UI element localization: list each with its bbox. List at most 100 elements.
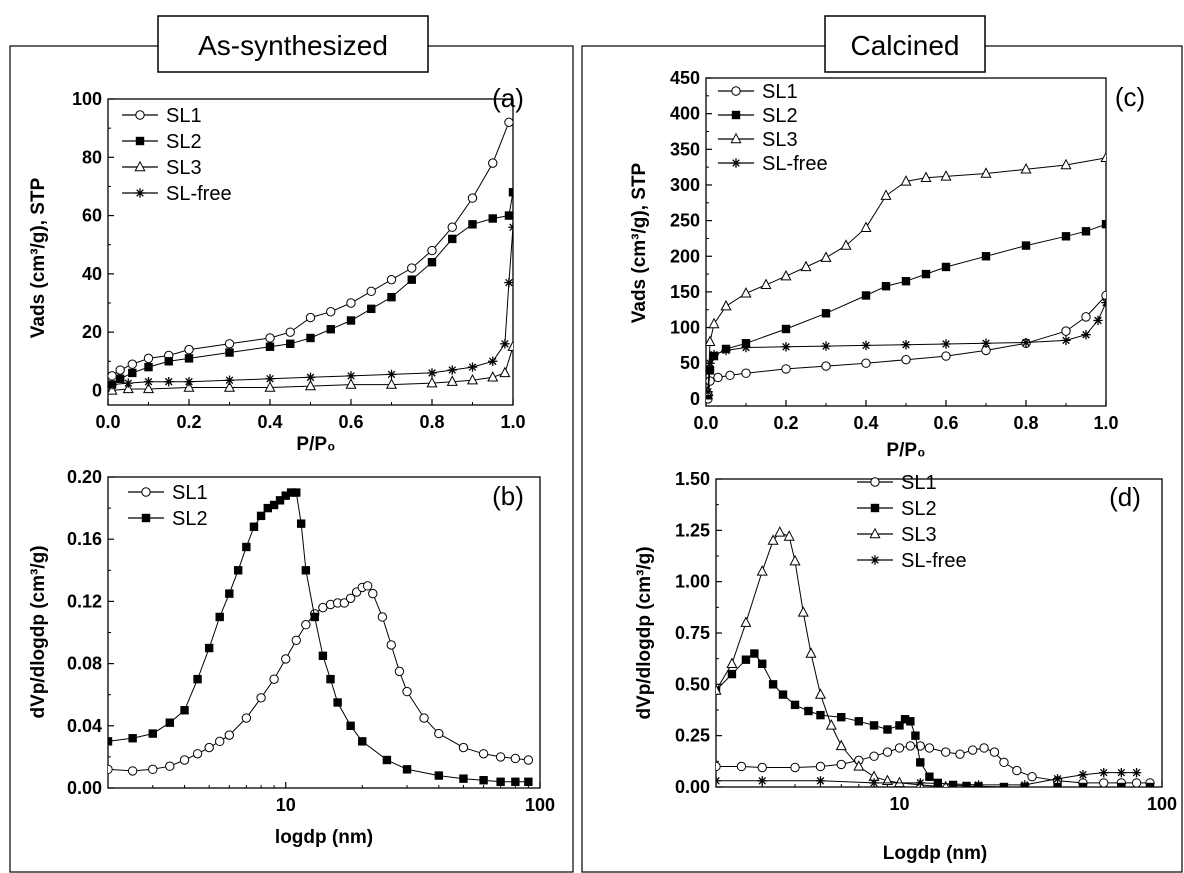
data-point bbox=[1027, 772, 1037, 782]
legend-marker bbox=[135, 110, 145, 120]
data-point bbox=[523, 755, 534, 765]
data-point bbox=[821, 309, 831, 318]
data-point bbox=[948, 780, 958, 787]
data-point bbox=[716, 761, 721, 772]
data-point bbox=[386, 369, 397, 380]
x-tick-label: 0.6 bbox=[338, 412, 363, 432]
data-point bbox=[869, 751, 879, 761]
y-tick-label: 450 bbox=[670, 68, 700, 88]
data-point bbox=[781, 364, 791, 374]
data-point bbox=[115, 374, 125, 383]
data-point bbox=[774, 526, 786, 537]
data-point bbox=[144, 362, 153, 372]
legend-item: SL-free bbox=[857, 550, 967, 572]
legend-item: SL3 bbox=[857, 524, 937, 546]
data-point bbox=[740, 616, 752, 627]
data-point bbox=[346, 371, 356, 381]
x-tick-label: 0.2 bbox=[176, 412, 201, 432]
data-point bbox=[933, 778, 943, 787]
data-point bbox=[894, 776, 905, 787]
data-point bbox=[836, 759, 846, 770]
y-tick-label: 0.08 bbox=[67, 654, 102, 674]
data-point bbox=[304, 379, 317, 391]
data-point bbox=[790, 700, 800, 710]
data-point bbox=[941, 351, 951, 361]
data-point bbox=[840, 239, 852, 250]
legend-item: SL3 bbox=[122, 157, 202, 179]
data-point bbox=[123, 378, 133, 388]
data-point bbox=[394, 666, 405, 677]
y-tick-label: 400 bbox=[670, 104, 700, 124]
data-point bbox=[488, 356, 498, 366]
data-point bbox=[264, 381, 276, 392]
chart-panel-d: 0.00 0.25 0.50 0.75 1.00 1.25 1.50 10 100 Logdp (… bbox=[634, 469, 1177, 864]
series-SL1 bbox=[108, 581, 534, 776]
y-tick-label: 200 bbox=[670, 246, 700, 266]
legend-label: SL-free bbox=[762, 153, 828, 175]
data-point bbox=[447, 222, 457, 232]
data-point bbox=[757, 776, 767, 786]
data-point bbox=[504, 277, 513, 288]
data-point bbox=[825, 719, 837, 730]
data-point bbox=[860, 221, 872, 232]
data-point bbox=[263, 503, 272, 513]
series-SL3 bbox=[716, 526, 950, 787]
y-tick-label: 100 bbox=[72, 89, 102, 109]
data-point bbox=[1020, 162, 1032, 174]
data-point bbox=[286, 488, 296, 497]
data-point bbox=[767, 534, 779, 545]
y-tick-label: 40 bbox=[82, 264, 102, 284]
data-point bbox=[1145, 782, 1155, 787]
data-point bbox=[758, 659, 767, 668]
data-point bbox=[193, 674, 202, 684]
data-point bbox=[192, 749, 203, 759]
y-tick-label: 350 bbox=[670, 139, 700, 159]
x-tick-label: 100 bbox=[1147, 794, 1177, 814]
x-axis-label: P/P₀ bbox=[886, 440, 925, 461]
data-point bbox=[301, 620, 311, 630]
data-point bbox=[108, 764, 113, 775]
right-figure-half: Calcined bbox=[581, 15, 1183, 873]
legend-marker bbox=[731, 110, 741, 120]
data-point bbox=[901, 277, 911, 286]
data-point bbox=[184, 376, 194, 387]
data-point bbox=[967, 745, 978, 755]
data-point bbox=[333, 698, 342, 707]
x-tick-label: 0.4 bbox=[257, 412, 282, 432]
data-point bbox=[756, 565, 768, 576]
data-point bbox=[741, 655, 751, 664]
y-tick-label: 300 bbox=[670, 175, 700, 195]
data-point bbox=[1101, 297, 1106, 308]
data-point bbox=[122, 382, 134, 394]
data-point bbox=[1131, 778, 1142, 787]
data-point bbox=[941, 339, 951, 349]
data-point bbox=[955, 749, 965, 759]
legend: SL1 SL2 SL3 SL-free bbox=[857, 472, 967, 572]
data-point bbox=[1061, 326, 1071, 336]
data-point bbox=[128, 734, 137, 743]
data-point bbox=[721, 345, 731, 356]
data-point bbox=[708, 317, 720, 329]
data-point bbox=[326, 674, 335, 684]
data-point bbox=[488, 158, 498, 168]
y-tick-label: 0.00 bbox=[675, 777, 710, 797]
legend-item: SL2 bbox=[128, 508, 208, 530]
data-point bbox=[224, 730, 235, 740]
data-point bbox=[1131, 767, 1142, 778]
data-point bbox=[448, 234, 457, 244]
data-point bbox=[706, 376, 715, 386]
right-frame bbox=[581, 45, 1183, 873]
left-figure-half: As-synthesized bbox=[9, 15, 574, 873]
y-axis-label: dVp/dlogdp (cm³/g) bbox=[28, 545, 49, 718]
data-point bbox=[407, 275, 416, 284]
data-point bbox=[861, 291, 871, 300]
data-point bbox=[797, 606, 809, 617]
legend-label: SL-free bbox=[901, 550, 967, 572]
data-point bbox=[301, 566, 311, 575]
data-point bbox=[223, 381, 236, 392]
series-SL1 bbox=[108, 117, 513, 381]
data-point bbox=[778, 690, 788, 699]
data-point bbox=[242, 542, 251, 552]
